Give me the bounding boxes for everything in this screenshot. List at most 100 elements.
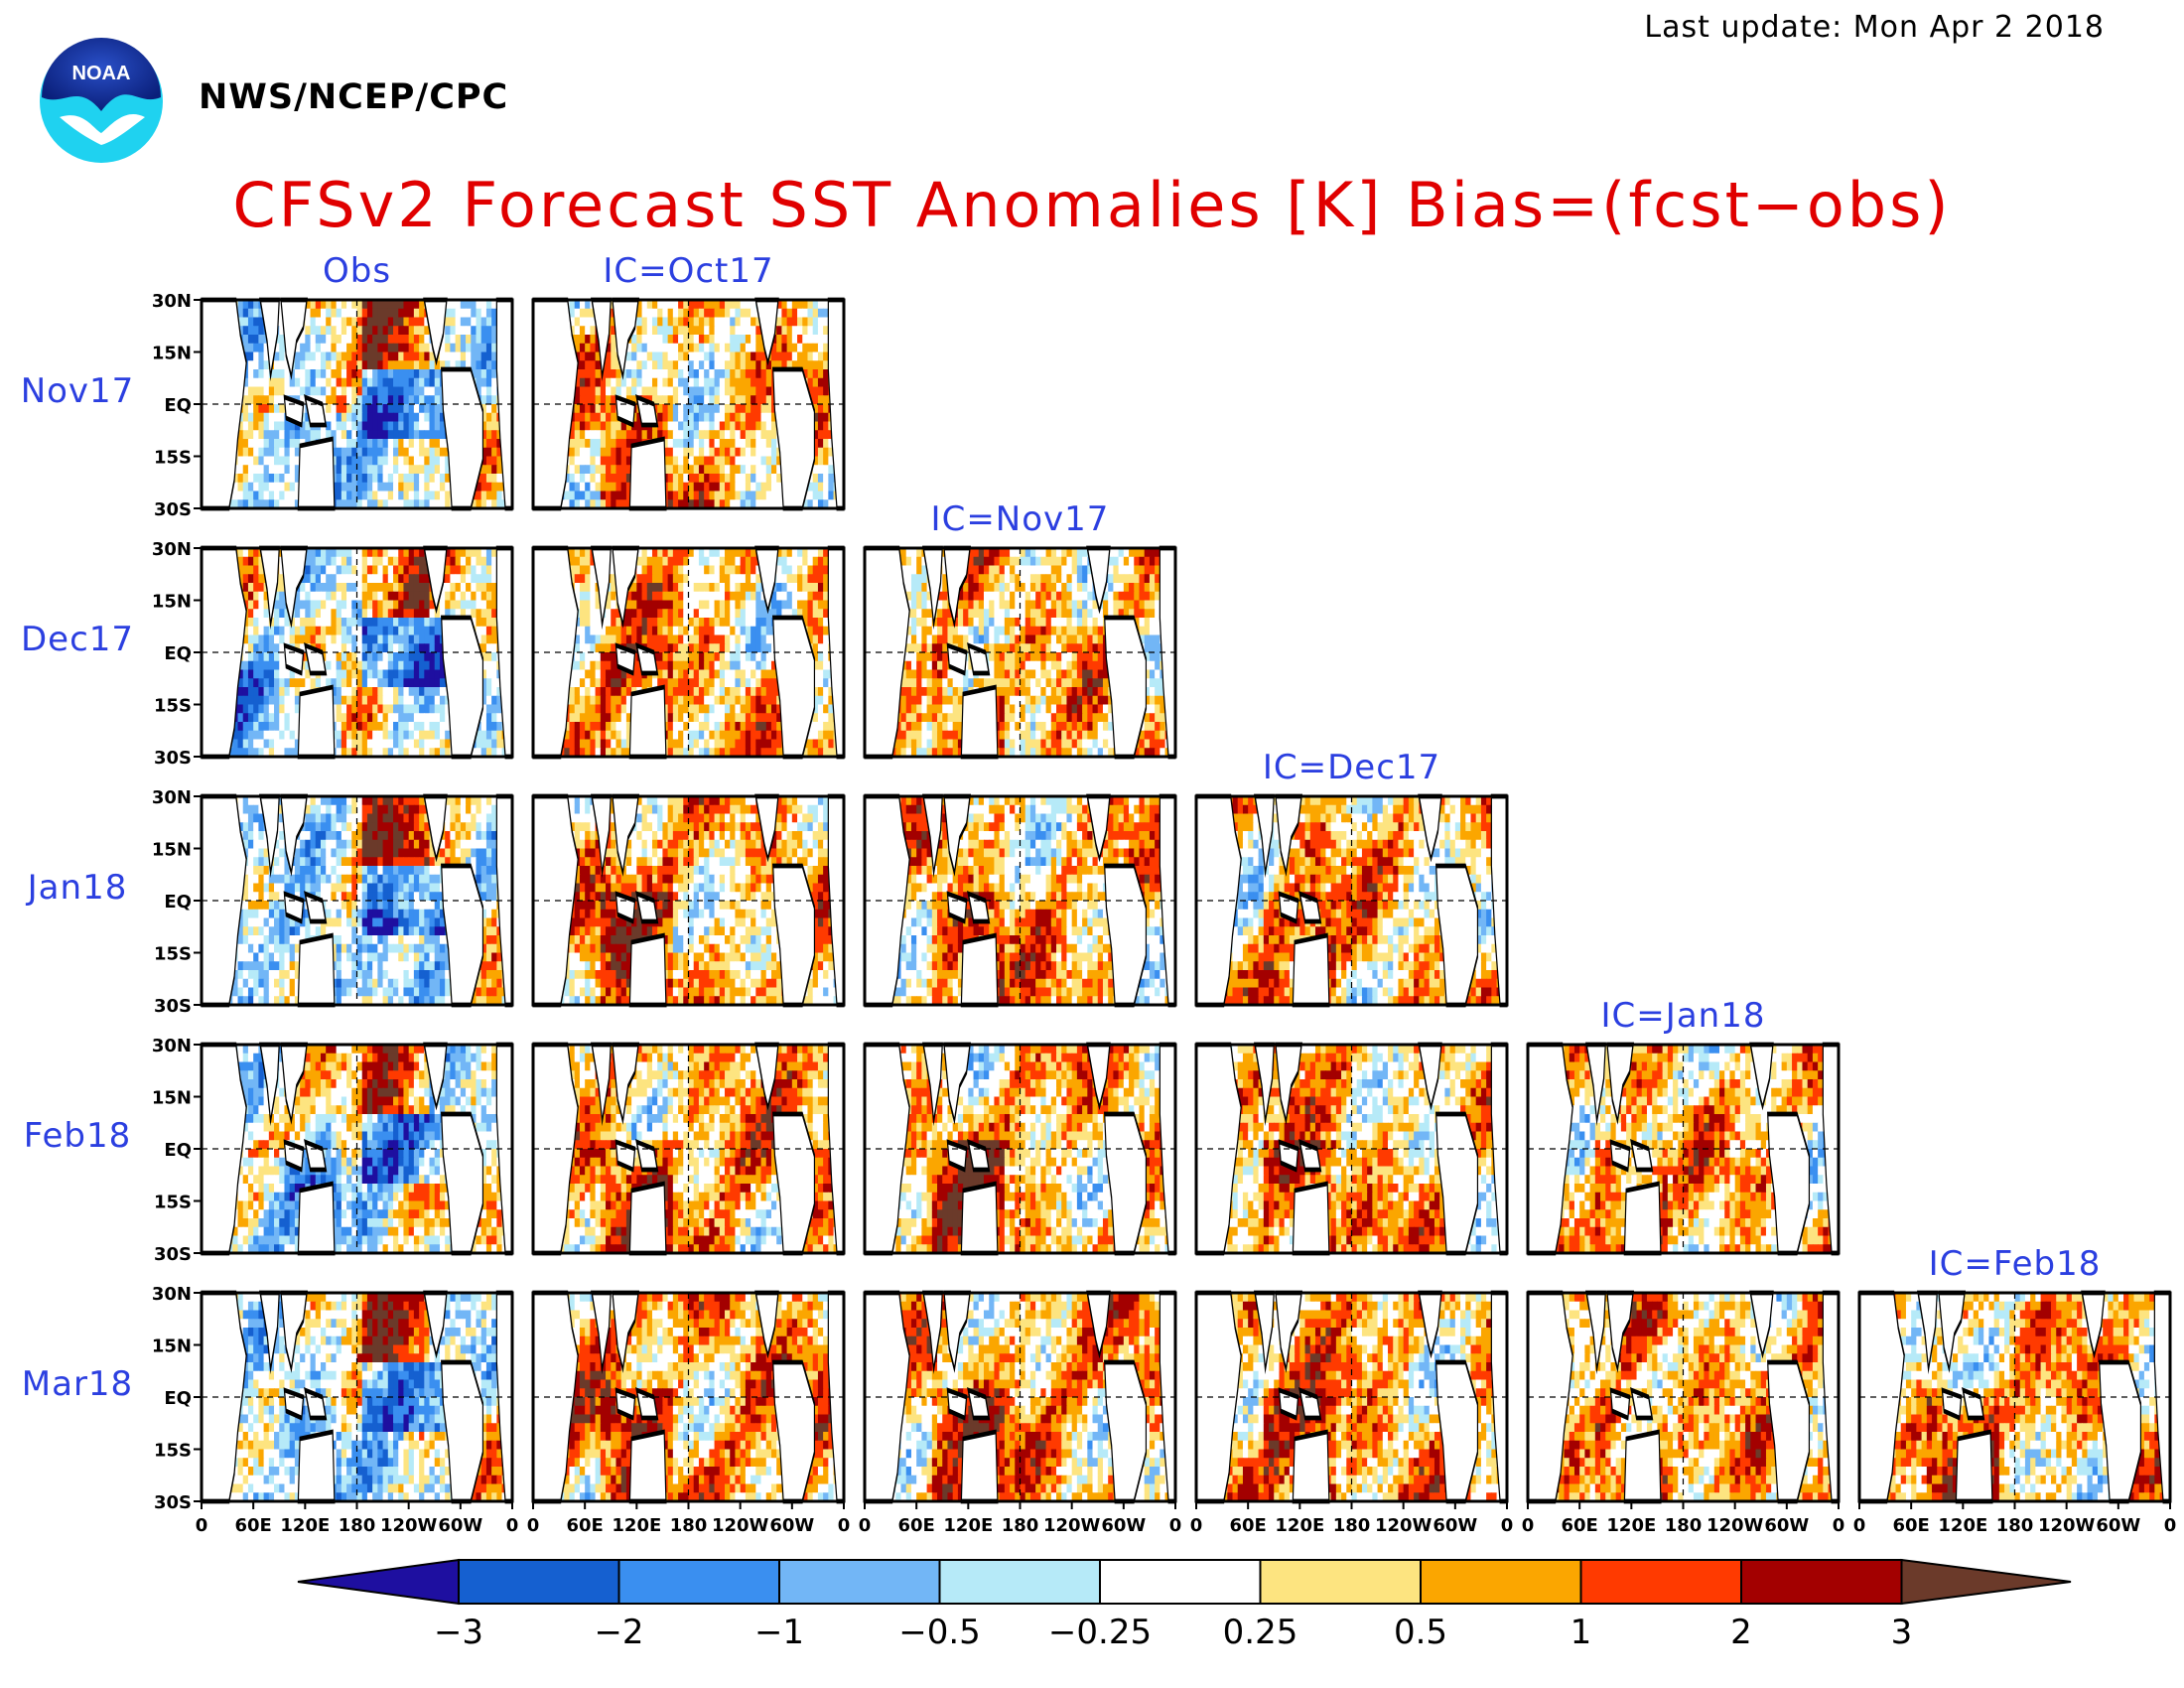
colorbar-segment	[459, 1560, 619, 1604]
x-tick-label: 120E	[943, 1515, 993, 1536]
row-label: Mar18	[22, 1364, 133, 1404]
map-panel	[1528, 1293, 1840, 1509]
x-tick-label: 60W	[1433, 1515, 1477, 1536]
x-tick-label: 120W	[712, 1515, 769, 1536]
y-tick-label: 30S	[154, 748, 192, 769]
x-tick-label: 120E	[1606, 1515, 1656, 1536]
x-tick-label: 0	[1522, 1515, 1535, 1536]
y-tick-label: EQ	[164, 1388, 192, 1409]
y-tick-label: 15S	[154, 448, 192, 469]
map-panel	[1528, 1045, 1840, 1254]
x-tick-label: 60W	[438, 1515, 482, 1536]
map-panel	[533, 548, 845, 758]
map-panel	[533, 1045, 845, 1254]
y-tick-label: 30N	[152, 291, 192, 312]
map-panel	[194, 1293, 513, 1509]
map-panel	[533, 796, 845, 1006]
colorbar-label: 1	[1570, 1613, 1592, 1652]
colorbar-label: 0.5	[1394, 1613, 1447, 1652]
map-panel	[533, 1293, 845, 1509]
x-tick-label: 180	[339, 1515, 376, 1536]
y-tick-label: EQ	[164, 892, 192, 913]
colorbar-label: −0.25	[1048, 1613, 1152, 1652]
colorbar-label: −1	[754, 1613, 804, 1652]
x-tick-label: 0	[1169, 1515, 1182, 1536]
column-header: IC=Oct17	[603, 251, 773, 291]
x-tick-label: 180	[1996, 1515, 2034, 1536]
x-tick-label: 60W	[769, 1515, 814, 1536]
y-tick-label: 15S	[154, 944, 192, 965]
column-header: Obs	[323, 251, 391, 291]
colorbar-label: −3	[434, 1613, 483, 1652]
y-tick-label: 15N	[152, 344, 192, 364]
row-label: Feb18	[24, 1116, 131, 1156]
column-header: IC=Feb18	[1929, 1244, 2102, 1284]
x-tick-label: 180	[1002, 1515, 1039, 1536]
colorbar-arrow-low	[298, 1560, 459, 1604]
x-tick-label: 60W	[2096, 1515, 2140, 1536]
colorbar-segment	[1261, 1560, 1422, 1604]
map-panel	[194, 1045, 513, 1254]
y-tick-label: 15N	[152, 592, 192, 613]
x-tick-label: 60E	[897, 1515, 934, 1536]
y-tick-label: 15S	[154, 1193, 192, 1213]
y-tick-label: EQ	[164, 1140, 192, 1161]
x-tick-label: 0	[1833, 1515, 1845, 1536]
x-tick-label: 60W	[1764, 1515, 1809, 1536]
colorbar-label: 2	[1730, 1613, 1752, 1652]
map-panel	[865, 1293, 1176, 1509]
y-tick-label: 15S	[154, 696, 192, 717]
x-tick-label: 0	[1190, 1515, 1203, 1536]
y-tick-label: 15N	[152, 1088, 192, 1109]
x-tick-label: 120W	[380, 1515, 438, 1536]
colorbar-segment	[1741, 1560, 1902, 1604]
colorbar: −3 −2 −1 −0.5 −0.25 0.25 0.5 1 2 3	[298, 1560, 2071, 1652]
colorbar-segment	[940, 1560, 1101, 1604]
y-tick-label: 30N	[152, 539, 192, 560]
x-tick-label: 60E	[566, 1515, 603, 1536]
colorbar-label: 0.25	[1223, 1613, 1298, 1652]
y-tick-label: 30N	[152, 787, 192, 808]
x-tick-label: 180	[1333, 1515, 1371, 1536]
x-tick-label: 60W	[1101, 1515, 1146, 1536]
x-tick-label: 120W	[1706, 1515, 1764, 1536]
map-panel	[1196, 1293, 1508, 1509]
map-panel	[194, 796, 513, 1006]
x-tick-label: 180	[1665, 1515, 1703, 1536]
y-tick-label: 15N	[152, 840, 192, 861]
y-tick-label: 30S	[154, 996, 192, 1017]
column-header: IC=Nov17	[931, 499, 1110, 539]
x-tick-label: 0	[1853, 1515, 1866, 1536]
x-tick-label: 0	[196, 1515, 208, 1536]
x-tick-label: 120W	[1375, 1515, 1433, 1536]
y-tick-label: 30N	[152, 1036, 192, 1056]
x-tick-label: 180	[670, 1515, 708, 1536]
colorbar-segment	[779, 1560, 940, 1604]
map-panel	[194, 548, 513, 758]
panel-grid: 30N 15N EQ 15S 30S 30N 15N EQ 15S 30S 30N 15N EQ 15S 3…	[0, 0, 2184, 1688]
colorbar-label: 3	[1891, 1613, 1913, 1652]
row-label: Jan18	[26, 868, 128, 908]
x-tick-label: 0	[838, 1515, 851, 1536]
x-tick-label: 120E	[612, 1515, 661, 1536]
y-tick-label: 30S	[154, 1492, 192, 1513]
x-tick-label: 60E	[1229, 1515, 1266, 1536]
x-tick-label: 60E	[1561, 1515, 1597, 1536]
row-label: Dec17	[21, 620, 134, 659]
x-tick-label: 60E	[1892, 1515, 1929, 1536]
y-tick-label: 30N	[152, 1284, 192, 1305]
map-panel	[865, 548, 1176, 758]
row-label: Nov17	[21, 371, 135, 411]
x-tick-label: 120W	[1043, 1515, 1101, 1536]
colorbar-segment	[1421, 1560, 1581, 1604]
map-panel	[865, 796, 1176, 1006]
column-header: IC=Dec17	[1263, 748, 1440, 787]
colorbar-arrow-high	[1902, 1560, 2072, 1604]
y-tick-label: 15N	[152, 1336, 192, 1357]
x-tick-label: 0	[527, 1515, 540, 1536]
y-tick-label: EQ	[164, 395, 192, 416]
y-tick-label: 30S	[154, 1244, 192, 1265]
colorbar-label: −2	[594, 1613, 643, 1652]
y-tick-label: 30S	[154, 499, 192, 520]
x-tick-label: 60E	[234, 1515, 271, 1536]
